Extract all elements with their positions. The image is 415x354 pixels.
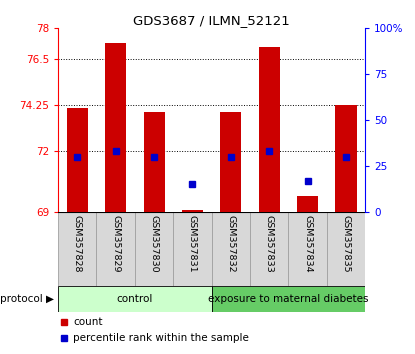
- Text: GSM357835: GSM357835: [342, 215, 351, 273]
- Bar: [173, 212, 212, 286]
- Text: GSM357834: GSM357834: [303, 215, 312, 273]
- Text: GSM357828: GSM357828: [73, 215, 82, 273]
- Bar: [58, 212, 96, 286]
- Bar: [105, 42, 126, 212]
- Text: GSM357832: GSM357832: [226, 215, 235, 273]
- Bar: [58, 286, 212, 312]
- Bar: [135, 212, 173, 286]
- Bar: [96, 212, 135, 286]
- Bar: [259, 47, 280, 212]
- Text: GSM357830: GSM357830: [149, 215, 159, 273]
- Bar: [327, 212, 365, 286]
- Text: GSM357833: GSM357833: [265, 215, 274, 273]
- Bar: [335, 105, 356, 212]
- Bar: [182, 210, 203, 212]
- Text: exposure to maternal diabetes: exposure to maternal diabetes: [208, 294, 369, 304]
- Bar: [250, 212, 288, 286]
- Text: GSM357829: GSM357829: [111, 215, 120, 273]
- Bar: [212, 286, 365, 312]
- Text: count: count: [73, 317, 103, 327]
- Bar: [212, 212, 250, 286]
- Text: control: control: [117, 294, 153, 304]
- Text: protocol ▶: protocol ▶: [0, 294, 54, 304]
- Text: percentile rank within the sample: percentile rank within the sample: [73, 333, 249, 343]
- Title: GDS3687 / ILMN_52121: GDS3687 / ILMN_52121: [133, 14, 290, 27]
- Bar: [288, 212, 327, 286]
- Text: GSM357831: GSM357831: [188, 215, 197, 273]
- Bar: [67, 108, 88, 212]
- Bar: [144, 112, 165, 212]
- Bar: [220, 112, 242, 212]
- Bar: [297, 196, 318, 212]
